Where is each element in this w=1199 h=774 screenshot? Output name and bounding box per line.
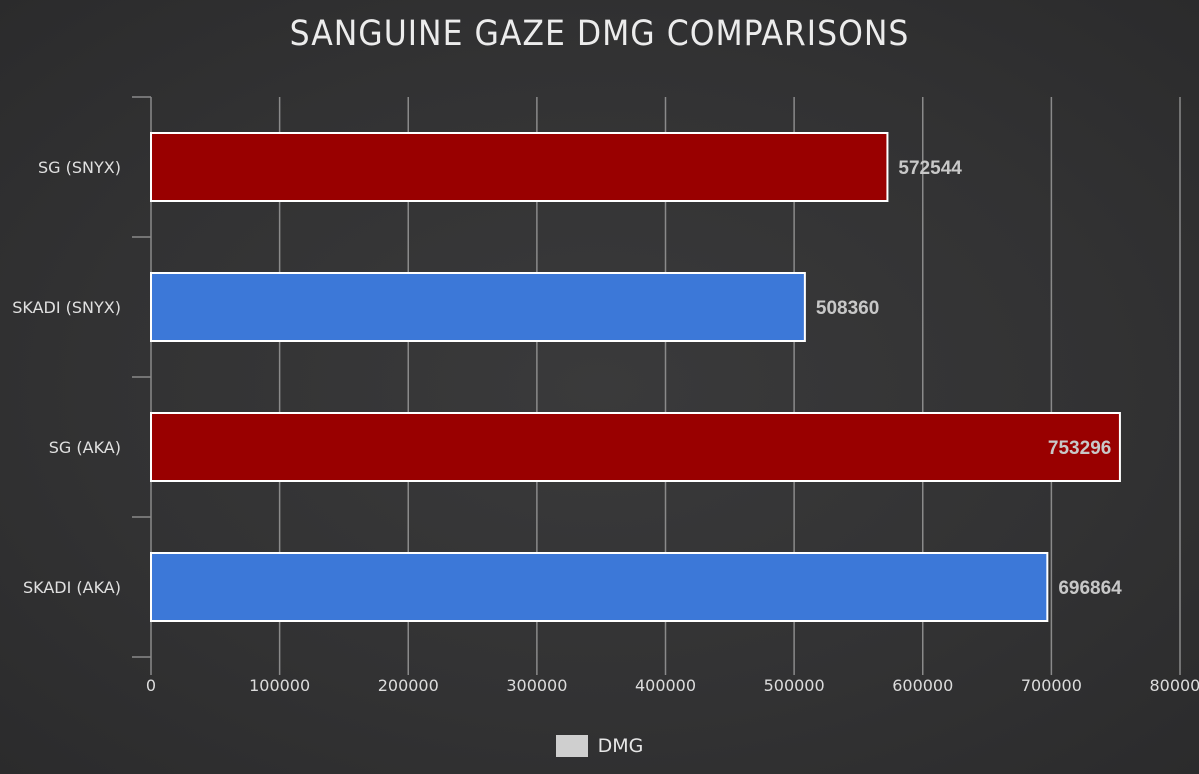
x-tick-label: 200000 xyxy=(378,676,439,695)
y-category-label: SG (AKA) xyxy=(49,438,121,457)
x-tick-label: 600000 xyxy=(892,676,953,695)
data-label: 508360 xyxy=(816,298,879,319)
x-tick-label: 700000 xyxy=(1021,676,1082,695)
legend-label-dmg: DMG xyxy=(597,735,644,757)
x-tick-label: 800000 xyxy=(1149,676,1199,695)
data-label: 696864 xyxy=(1058,578,1122,599)
chart-title: SANGUINE GAZE DMG COMPARISONS xyxy=(289,14,910,54)
legend: DMG xyxy=(0,735,1199,757)
data-label: 572544 xyxy=(898,158,962,179)
y-category-label: SKADI (AKA) xyxy=(23,578,121,597)
bar xyxy=(150,132,889,202)
x-tick-label: 0 xyxy=(146,676,156,695)
x-tick-label: 500000 xyxy=(764,676,825,695)
bar xyxy=(150,272,806,342)
x-tick-label: 300000 xyxy=(506,676,567,695)
bar xyxy=(150,412,1121,482)
y-category-label: SKADI (SNYX) xyxy=(12,298,121,317)
x-tick-label: 100000 xyxy=(249,676,310,695)
bar xyxy=(150,552,1049,622)
x-tick-label: 400000 xyxy=(635,676,696,695)
data-label: 753296 xyxy=(1048,438,1111,459)
legend-swatch-dmg[interactable] xyxy=(555,735,588,757)
y-category-label: SG (SNYX) xyxy=(38,158,121,177)
